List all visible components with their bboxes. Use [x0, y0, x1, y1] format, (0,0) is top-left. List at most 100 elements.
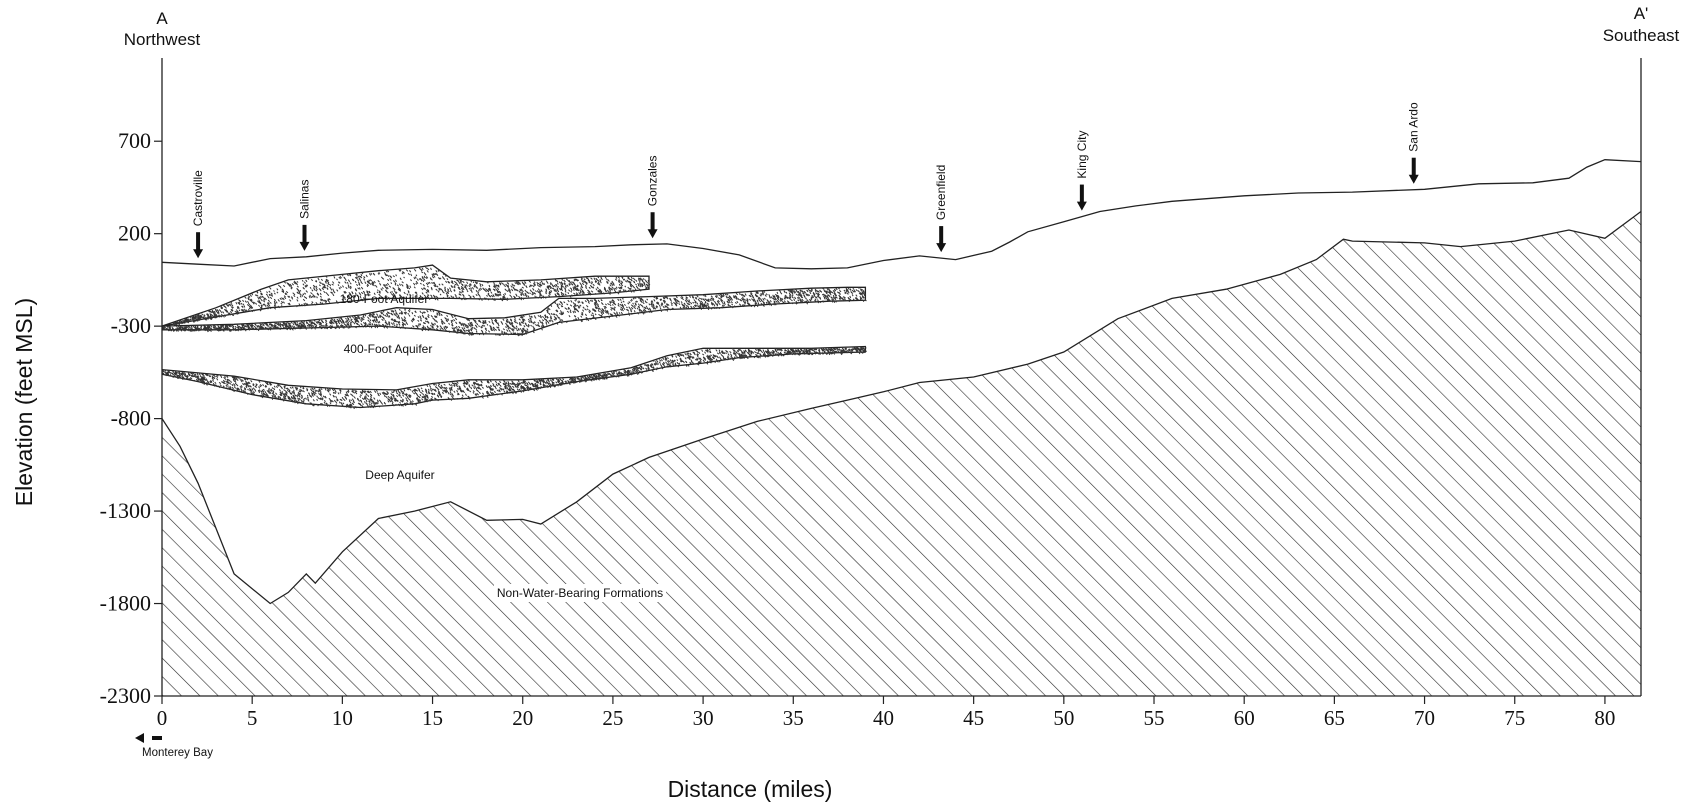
stipple-dot: [774, 302, 777, 306]
stipple-dot: [595, 303, 598, 306]
stipple-dot: [393, 295, 396, 298]
stipple-dot: [299, 322, 302, 325]
stipple-dot: [426, 285, 429, 288]
stipple-dot: [285, 322, 288, 325]
stipple-dot: [219, 326, 222, 329]
stipple-dot: [247, 381, 250, 384]
stipple-dot: [511, 329, 515, 332]
stipple-dot: [592, 316, 595, 320]
stipple-dot: [399, 289, 402, 292]
stipple-dot: [361, 389, 364, 392]
stipple-dot: [335, 326, 338, 329]
stipple-dot: [274, 324, 277, 327]
stipple-dot: [385, 297, 388, 301]
stipple-dot: [306, 387, 309, 391]
stipple-dot: [522, 318, 525, 321]
stipple-dot: [692, 305, 695, 308]
stipple-dot: [648, 303, 651, 306]
stipple-dot: [238, 301, 241, 305]
stipple-dot: [729, 298, 732, 301]
stipple-dot: [185, 325, 188, 329]
stipple-dot: [378, 293, 381, 297]
stipple-dot: [249, 389, 252, 392]
stipple-dot: [246, 392, 249, 395]
stipple-dot: [847, 299, 850, 303]
stipple-dot: [189, 371, 192, 375]
stipple-dot: [262, 392, 265, 396]
stipple-dot: [176, 328, 179, 332]
stipple-dot: [483, 288, 486, 291]
stipple-dot: [436, 328, 439, 331]
stipple-dot: [743, 354, 746, 357]
stipple-dot: [594, 317, 597, 320]
stipple-dot: [425, 282, 429, 286]
stipple-dot: [311, 393, 314, 396]
stipple-dot: [500, 388, 502, 391]
stipple-dot: [215, 310, 218, 313]
stipple-dot: [438, 288, 441, 291]
stipple-dot: [284, 390, 288, 393]
stipple-dot: [644, 285, 647, 287]
stipple-dot: [609, 289, 612, 292]
stipple-dot: [239, 326, 242, 329]
stipple-dot: [434, 273, 437, 275]
stipple-dot: [774, 293, 778, 297]
stipple-dot: [573, 318, 576, 322]
stipple-dot: [456, 330, 460, 334]
stipple-dot: [242, 299, 245, 303]
stipple-dot: [531, 291, 534, 294]
stipple-dot: [431, 281, 433, 285]
stipple-dot: [836, 347, 840, 351]
stipple-dot: [193, 316, 196, 319]
stipple-dot: [861, 292, 864, 295]
stipple-dot: [300, 323, 303, 326]
stipple-dot: [662, 299, 665, 303]
stipple-dot: [475, 289, 478, 293]
stipple-dot: [247, 295, 251, 298]
stipple-dot: [404, 307, 407, 310]
stipple-dot: [458, 293, 461, 296]
stipple-dot: [288, 390, 291, 393]
stipple-dot: [630, 276, 633, 280]
stipple-dot: [269, 327, 271, 330]
stipple-dot: [817, 290, 820, 293]
stipple-dot: [360, 280, 362, 283]
stipple-dot: [351, 390, 354, 393]
stipple-dot: [637, 296, 640, 299]
stipple-dot: [642, 278, 645, 281]
stipple-dot: [720, 295, 723, 298]
stipple-dot: [749, 303, 752, 307]
stipple-dot: [537, 315, 540, 318]
stipple-dot: [230, 380, 232, 383]
stipple-dot: [423, 328, 427, 331]
stipple-dot: [677, 365, 680, 368]
stipple-dot: [776, 299, 779, 303]
stipple-dot: [258, 301, 262, 305]
stipple-dot: [622, 373, 625, 376]
stipple-dot: [560, 283, 563, 287]
stipple-dot: [603, 316, 606, 319]
stipple-dot: [659, 309, 663, 313]
stipple-dot: [398, 308, 401, 311]
stipple-dot: [172, 329, 175, 332]
stipple-dot: [221, 324, 224, 327]
stipple-dot: [444, 325, 447, 329]
stipple-dot: [740, 349, 743, 353]
stipple-dot: [749, 294, 752, 298]
stipple-dot: [644, 300, 647, 303]
stipple-dot: [281, 324, 284, 327]
stipple-dot: [492, 295, 495, 298]
stipple-dot: [448, 287, 452, 290]
stipple-dot: [439, 293, 442, 296]
stipple-dot: [308, 325, 311, 328]
stipple-dot: [194, 325, 197, 328]
stipple-dot: [259, 394, 262, 398]
stipple-dot: [546, 286, 549, 289]
stipple-dot: [652, 307, 655, 310]
stipple-dot: [321, 302, 324, 305]
stipple-dot: [268, 293, 272, 296]
stipple-dot: [363, 396, 367, 399]
stipple-dot: [780, 299, 784, 303]
stipple-dot: [569, 287, 573, 290]
stipple-dot: [200, 325, 203, 328]
